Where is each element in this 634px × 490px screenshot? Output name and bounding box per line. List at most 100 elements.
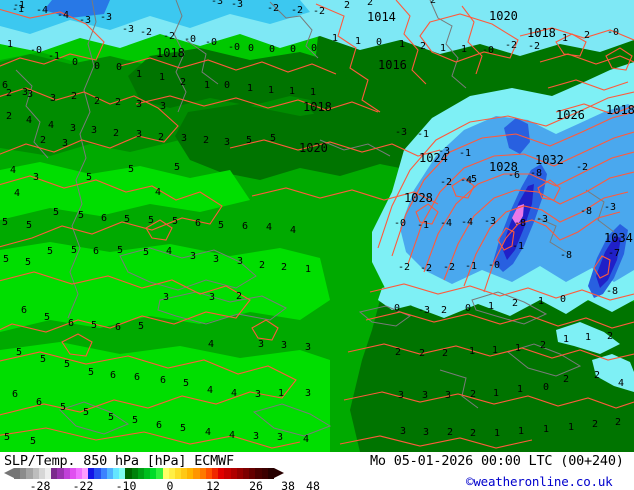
temperature-label: 3 (422, 390, 428, 401)
temperature-label: 3 (163, 292, 169, 303)
temperature-label: 1 (332, 33, 338, 44)
colorbar-swatch (143, 468, 151, 479)
temperature-label: 3 (209, 292, 215, 303)
temperature-label: 3 (400, 426, 406, 437)
temperature-label: 3 (160, 101, 166, 112)
temperature-label: -8 (530, 168, 542, 179)
temperature-label: 2 (470, 428, 476, 439)
colorbar-swatch (137, 468, 144, 479)
colorbar-swatch (242, 468, 250, 479)
temperature-label: 2 (540, 340, 546, 351)
temperature-label: 6 (68, 318, 74, 329)
colorbar-swatch (44, 468, 52, 479)
temperature-label: -2 (443, 262, 455, 273)
fill-band-0-1C-d (128, 48, 352, 108)
temperature-label: 3 (237, 256, 243, 267)
temperature-label: 4 (205, 427, 211, 438)
temperature-label: 2 (367, 0, 373, 8)
temperature-label: 3 (50, 93, 56, 104)
colorbar-swatch (150, 468, 157, 479)
temperature-label: -1 (417, 220, 429, 231)
temperature-label: 1 (538, 296, 544, 307)
pressure-label: 1020 (489, 9, 518, 23)
fill-band-5-6C (0, 242, 330, 332)
temperature-label: 4 (266, 222, 272, 233)
temperature-label: 6 (134, 372, 140, 383)
temperature-label: -3 (122, 24, 134, 35)
fill-coldpool-violet-b (596, 236, 621, 288)
temperature-label: 1 (7, 39, 13, 50)
temperature-label: -3 (79, 15, 91, 26)
temperature-label: -0 (482, 45, 494, 56)
temperature-label: 2 (94, 96, 100, 107)
temperature-label: 2 (442, 348, 448, 359)
colorbar-tick: 26 (249, 479, 263, 490)
temperature-label: -2 (291, 5, 303, 16)
temperature-label: 6 (36, 397, 42, 408)
temperature-label: -0 (30, 45, 42, 56)
temperature-label: -2 (576, 162, 588, 173)
temperature-label: -4 (57, 10, 69, 21)
colorbar-swatch (131, 468, 138, 479)
temperature-label: 3 (136, 99, 142, 110)
temperature-label: 3 (33, 172, 39, 183)
temperature-label: 2 (115, 97, 121, 108)
temperature-label: 4 (48, 120, 54, 131)
temperature-label: 0 (376, 37, 382, 48)
colorbar-swatch (255, 468, 262, 479)
temperature-label: 4 (303, 434, 309, 445)
temperature-label: 5 (16, 347, 22, 358)
weather-map[interactable]: 1014 1020 1016 1018 1018 1018 1020 1024 1026 1028… (0, 0, 634, 452)
isobars (0, 0, 634, 449)
temperature-label: 1 (518, 426, 524, 437)
colorbar-tick: -28 (29, 479, 51, 490)
temperature-label: 6 (93, 246, 99, 257)
temperature-label: 4 (290, 225, 296, 236)
temperature-label: 2 (441, 305, 447, 316)
temperature-label: 5 (44, 312, 50, 323)
colorbar-left-arrow (4, 468, 14, 478)
temperature-label: 5 (138, 321, 144, 332)
colorbar-tick: -22 (72, 479, 94, 490)
temperature-label: 6 (110, 370, 116, 381)
temperature-label: -2 (267, 3, 279, 14)
colorbar-tick: 48 (306, 479, 320, 490)
pressure-label: 1018 (606, 103, 634, 117)
map-canvas[interactable]: 1014 102010161018101810181020102410261028… (0, 0, 634, 452)
footer-panel: SLP/Temp. 850 hPa [hPa] ECMWF Mo 05-01-2… (0, 452, 634, 490)
temperature-label: 6 (101, 213, 107, 224)
temperature-label: 4 (618, 378, 624, 389)
temperature-label: 2 (158, 132, 164, 143)
temperature-label: 5 (78, 210, 84, 221)
temperature-label: 5 (71, 245, 77, 256)
fill-coldpool-magenta (512, 204, 524, 226)
temperature-label: 1 (515, 343, 521, 354)
colorbar-swatch (20, 468, 27, 479)
temperature-label: 1 (543, 424, 549, 435)
colorbar-swatch (212, 468, 219, 479)
temperature-label: 1 (159, 72, 165, 83)
temperature-label: -3 (100, 12, 112, 23)
colorbar-tick: 12 (206, 479, 220, 490)
temperature-label: 2 (203, 135, 209, 146)
temperature-label: -4 (460, 175, 472, 186)
temperature-label: -1 (512, 241, 524, 252)
temperature-label: 5 (117, 245, 123, 256)
temperature-labels: -1 -4 -4 -3 -3 -3 -2 -2 -0 -0 -3 -3 -2 -2 -2 -0 0 0 0 0 -1 1 -… (2, 0, 624, 447)
temperature-label: 0 (94, 61, 100, 72)
temperature-label: -0 (488, 260, 500, 271)
temperature-label: 2 (236, 291, 242, 302)
temperature-label: -3 (604, 202, 616, 213)
temperature-label: 1 (494, 428, 500, 439)
temperature-label: 5 (64, 359, 70, 370)
temperature-label: 5 (218, 220, 224, 231)
temperature-label: 2 (512, 298, 518, 309)
temperature-label: 3 (70, 123, 76, 134)
temperature-label: -2 (528, 41, 540, 52)
temperature-label: 1 (204, 80, 210, 91)
colorbar-swatch (119, 468, 126, 479)
temperature-label: 5 (86, 172, 92, 183)
temperature-label: 1 (492, 345, 498, 356)
temperature-label: 1 (136, 69, 142, 80)
